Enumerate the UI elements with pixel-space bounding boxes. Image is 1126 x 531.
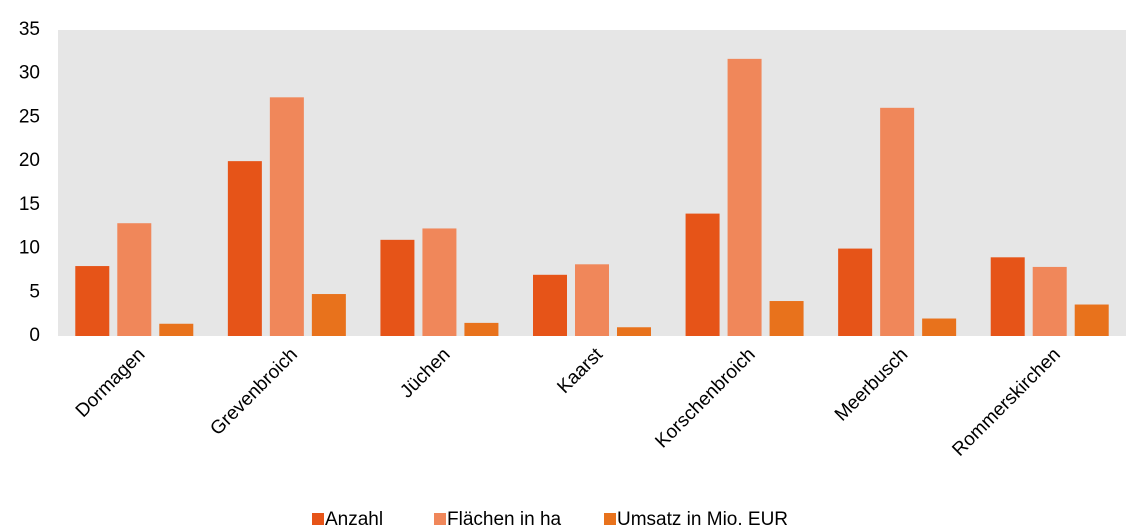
bar (464, 322, 499, 336)
legend-label: Anzahl (325, 509, 383, 530)
bar (533, 274, 567, 336)
x-tick-label: Korschenbroich (651, 344, 759, 452)
y-tick-label: 20 (19, 150, 40, 171)
x-tick-label: Jüchen (396, 344, 454, 402)
y-tick-label: 5 (29, 281, 40, 302)
bar (422, 228, 457, 336)
y-tick-label: 0 (29, 325, 40, 346)
bar (1032, 266, 1067, 336)
bar (575, 264, 609, 336)
y-tick-label: 10 (19, 238, 40, 259)
bar (227, 161, 262, 336)
bar (617, 327, 651, 336)
legend-label: Umsatz in Mio. EUR (617, 509, 788, 530)
bar (838, 248, 873, 336)
bar (269, 97, 304, 336)
legend-swatch (604, 513, 616, 525)
y-tick-label: 30 (19, 63, 40, 84)
y-tick-label: 15 (19, 194, 40, 215)
bar (380, 239, 415, 336)
x-tick-label: Kaarst (553, 344, 607, 398)
x-tick-label: Grevenbroich (206, 344, 302, 440)
bar (75, 266, 110, 336)
y-tick-label: 35 (19, 19, 40, 40)
x-tick-label: Rommerskirchen (948, 344, 1064, 460)
x-tick-label: Dormagen (72, 344, 150, 422)
bar (159, 323, 194, 336)
bar (727, 58, 762, 336)
bar (880, 107, 915, 336)
bar (990, 257, 1025, 336)
bar (922, 318, 957, 336)
bar (117, 223, 152, 336)
x-tick-label: Meerbusch (831, 344, 912, 425)
legend-swatch (312, 513, 324, 525)
bar (769, 301, 804, 336)
y-tick-label: 25 (19, 106, 40, 127)
legend-label: Flächen in ha (447, 509, 562, 530)
bar (685, 213, 720, 336)
legend-swatch (434, 513, 446, 525)
bar (311, 294, 346, 336)
bar (1074, 304, 1109, 336)
